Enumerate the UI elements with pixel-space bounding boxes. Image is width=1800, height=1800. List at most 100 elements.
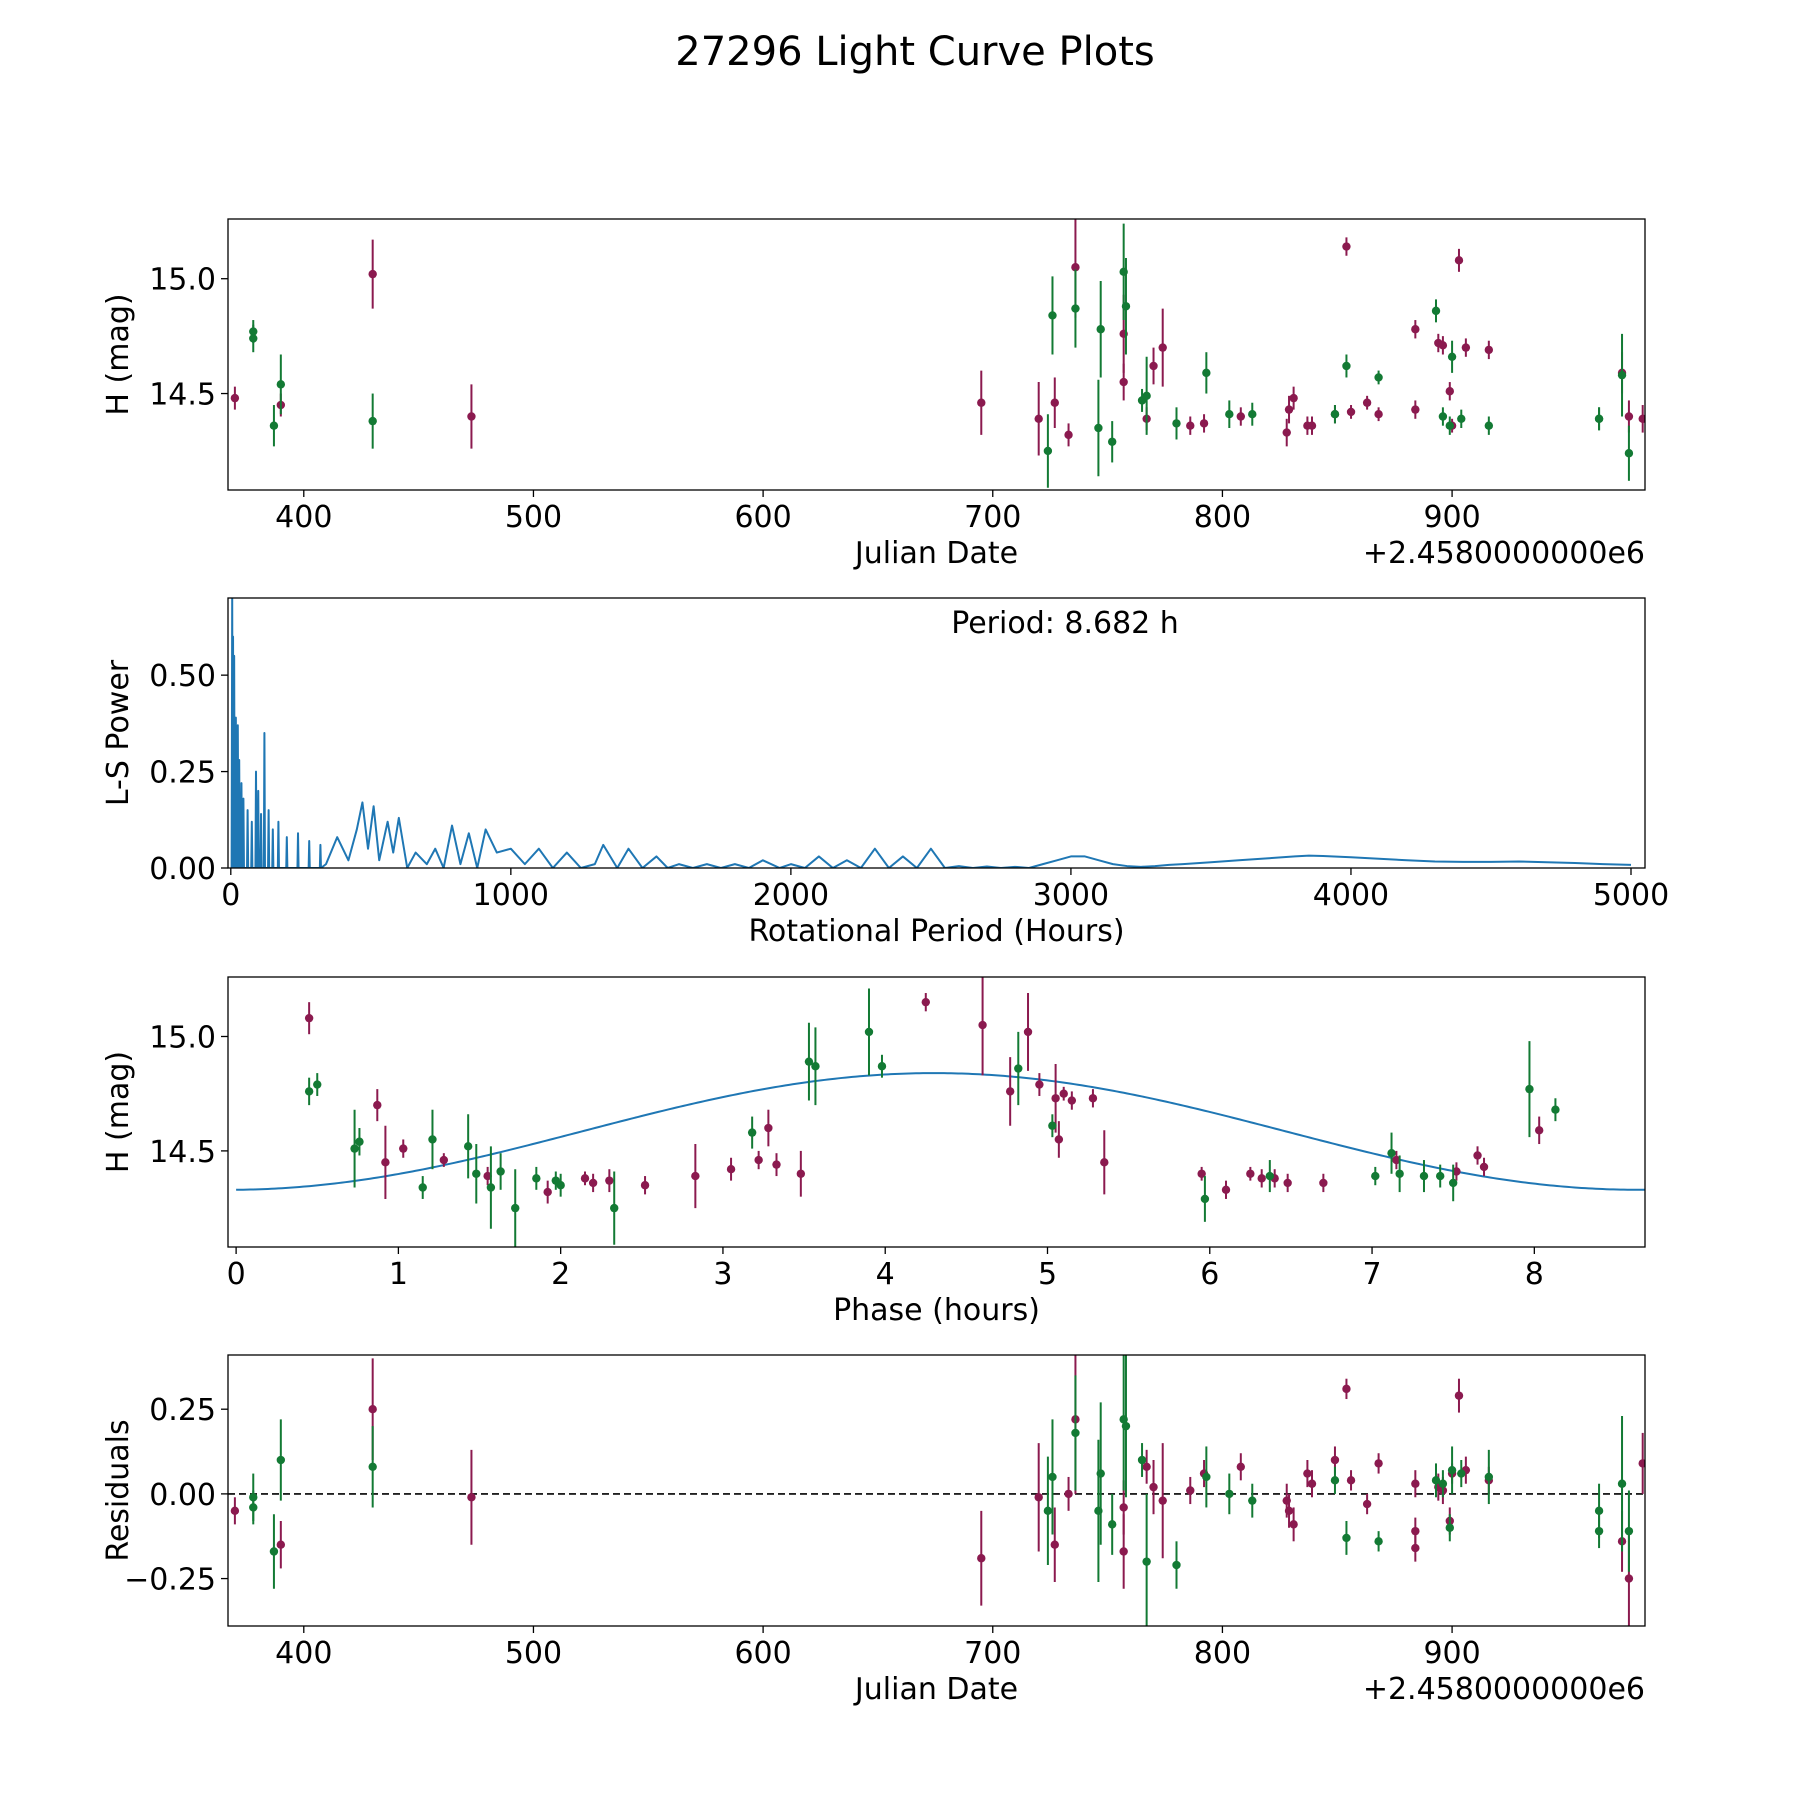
data-point <box>1119 377 1128 387</box>
data-point <box>1594 1506 1604 1516</box>
data-point <box>496 1167 505 1176</box>
data-point <box>1225 410 1234 419</box>
data-point <box>1158 343 1167 352</box>
data-point <box>1525 1084 1534 1094</box>
data-point <box>1445 387 1454 396</box>
data-point <box>1043 446 1053 456</box>
data-point <box>1197 1169 1206 1178</box>
data-point <box>399 1144 408 1153</box>
data-point <box>1202 1472 1211 1482</box>
data-point <box>1454 256 1464 265</box>
x-tick-label: 600 <box>734 500 791 535</box>
periodogram-panel: 0 1000 2000 3000 4000 5000 0.00 0.25 0.50 Rotatio… <box>101 597 1669 949</box>
x-tick-label: 500 <box>505 500 562 535</box>
data-point <box>1048 1472 1057 1482</box>
y-tick-label: 0.00 <box>149 852 216 887</box>
data-point <box>1452 1167 1461 1176</box>
axes-frame <box>227 597 1646 869</box>
data-point <box>1071 1428 1080 1438</box>
data-point <box>1534 1126 1544 1135</box>
data-point <box>1342 1533 1351 1543</box>
data-point <box>1043 1506 1053 1516</box>
data-point <box>1064 430 1073 440</box>
data-point <box>483 1171 492 1181</box>
data-point <box>1457 414 1466 424</box>
data-point <box>977 1554 986 1563</box>
data-point <box>1096 325 1105 334</box>
data-point <box>304 1087 314 1096</box>
data-point <box>1172 419 1181 428</box>
data-point <box>467 1493 476 1502</box>
data-point <box>269 421 279 430</box>
data-point <box>764 1123 773 1133</box>
data-point <box>1624 1574 1634 1583</box>
data-point <box>1186 421 1195 430</box>
data-point <box>1411 1526 1420 1536</box>
data-point <box>355 1137 364 1146</box>
data-point <box>1594 414 1604 424</box>
data-point <box>1624 449 1634 458</box>
x-tick-label: 700 <box>964 1636 1021 1671</box>
data-point <box>1051 1094 1060 1103</box>
data-point <box>368 269 377 279</box>
data-point <box>1248 1496 1257 1505</box>
data-point <box>1479 1162 1489 1172</box>
data-point <box>1330 1455 1340 1465</box>
data-point <box>772 1160 781 1169</box>
x-tick-label: 1 <box>389 1257 408 1292</box>
x-tick-label: 700 <box>964 500 1021 535</box>
x-tick-label: 500 <box>505 1636 562 1671</box>
series-band-b <box>249 223 1634 488</box>
data-point <box>1186 1486 1195 1495</box>
data-point <box>1411 405 1420 414</box>
y-tick-label: 0.00 <box>149 1478 216 1513</box>
data-point <box>467 412 476 421</box>
x-tick-label: 8 <box>1525 1257 1544 1292</box>
data-point <box>1392 1155 1401 1165</box>
y-axis-label: H (mag) <box>101 1051 136 1173</box>
data-point <box>1283 1178 1292 1188</box>
data-point <box>1064 1489 1073 1499</box>
data-point <box>1107 437 1117 446</box>
data-point <box>1071 304 1080 313</box>
data-point <box>1374 410 1383 419</box>
x-axis-label: Phase (hours) <box>833 1293 1040 1328</box>
x-tick-label: 5 <box>1038 1257 1057 1292</box>
data-point <box>1638 1459 1645 1468</box>
data-point <box>1121 302 1131 311</box>
data-point <box>1048 1121 1057 1130</box>
data-point <box>1411 1479 1420 1488</box>
data-point <box>1225 1489 1234 1499</box>
data-point <box>368 1462 377 1471</box>
data-point <box>921 997 930 1007</box>
data-point <box>269 1547 279 1556</box>
data-point <box>796 1169 806 1178</box>
residuals-panel: 400 500 600 700 800 900 −0.25 0.00 0.25 Julian Da… <box>101 1354 1646 1707</box>
data-point <box>1034 1493 1043 1502</box>
data-point <box>368 416 377 426</box>
data-point <box>230 1506 240 1516</box>
data-point <box>1050 398 1059 407</box>
data-point <box>1411 325 1420 334</box>
axes-frame <box>227 976 1646 1248</box>
data-point <box>1048 311 1057 320</box>
data-point <box>486 1183 496 1192</box>
data-point <box>428 1135 437 1144</box>
x-tick-label: 900 <box>1423 1636 1480 1671</box>
data-point <box>1054 1135 1064 1144</box>
x-tick-label: 400 <box>275 1636 332 1671</box>
data-point <box>1257 1174 1266 1183</box>
phased-curve-panel: 0 1 2 3 4 5 6 7 8 14.5 15.0 Phase (hours) H (mag) <box>101 976 1646 1328</box>
data-point <box>1289 1520 1298 1529</box>
data-point <box>1199 419 1209 428</box>
data-point <box>313 1080 322 1089</box>
x-axis-label: Julian Date <box>853 536 1018 571</box>
data-point <box>373 1100 382 1110</box>
data-point <box>543 1187 552 1197</box>
data-point <box>1362 1499 1372 1509</box>
model-curve <box>236 1072 1645 1191</box>
data-point <box>1236 412 1245 421</box>
data-point <box>230 393 240 403</box>
data-point <box>1107 1520 1117 1529</box>
x-tick-label: 800 <box>1194 500 1251 535</box>
